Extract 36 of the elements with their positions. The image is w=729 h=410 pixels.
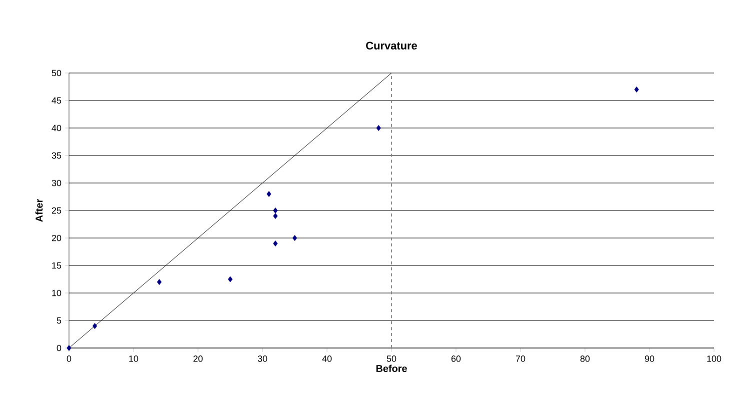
point: [266, 191, 272, 197]
x-tick-label: 70: [516, 356, 526, 362]
x-tick-label: 10: [129, 356, 138, 362]
y-tick-label: 20: [52, 234, 62, 242]
point: [157, 279, 162, 285]
x-tick-label: 80: [580, 356, 590, 362]
y-tick-label: 25: [52, 207, 62, 214]
chart-title: Curvature: [366, 42, 418, 50]
x-tick-label: 0: [66, 356, 72, 362]
x-tick-label: 30: [258, 356, 268, 362]
point: [273, 213, 278, 219]
y-tick-label: 5: [56, 317, 62, 324]
y-axis-title: After: [35, 199, 43, 222]
x-tick-label: 40: [322, 356, 332, 362]
point: [228, 276, 233, 282]
point: [273, 208, 278, 214]
y-tick-label: 45: [52, 97, 62, 104]
x-tick-label: 50: [386, 356, 396, 362]
y-tick-label: 40: [52, 124, 62, 132]
x-tick-label: 90: [644, 356, 654, 362]
point: [292, 235, 298, 241]
y-tick-label: 30: [52, 180, 62, 186]
y-tick-label: 0: [56, 344, 62, 352]
y-tick-label: 10: [52, 290, 62, 296]
point: [66, 345, 72, 351]
point: [376, 125, 381, 131]
y-tick-label: 35: [52, 152, 62, 159]
x-axis-title: Before: [376, 364, 407, 372]
y-tick-label: 50: [52, 70, 62, 76]
x-tick-label: 20: [193, 356, 203, 362]
point: [634, 86, 639, 92]
point: [273, 240, 278, 246]
x-tick-label: 60: [451, 356, 461, 362]
x-tick-label: 100: [707, 356, 722, 362]
y-tick-label: 15: [52, 262, 62, 269]
point: [92, 323, 98, 329]
